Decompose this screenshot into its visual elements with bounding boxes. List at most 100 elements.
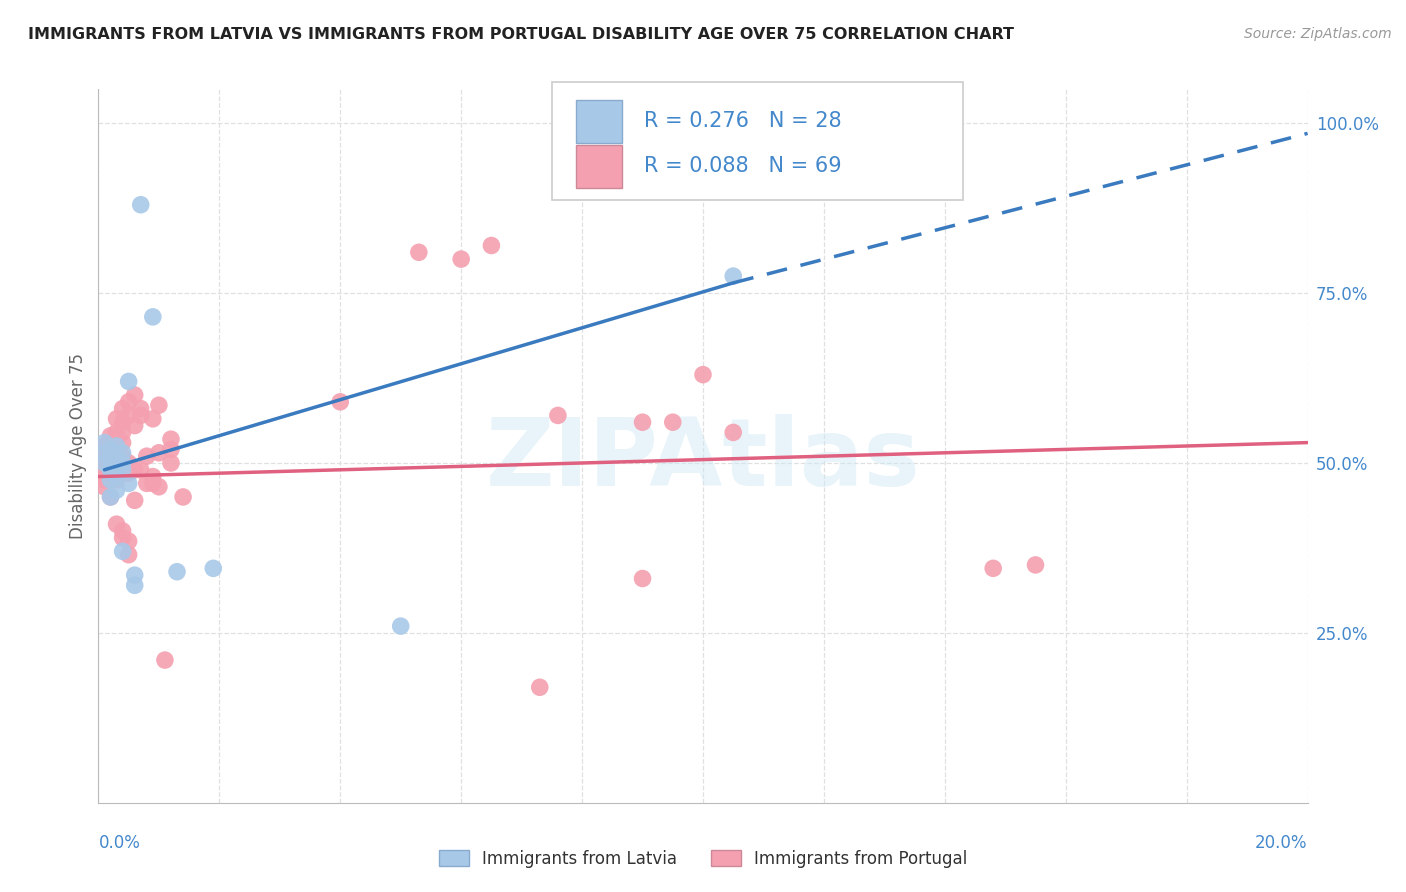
Y-axis label: Disability Age Over 75: Disability Age Over 75 [69, 353, 87, 539]
Point [111, 544, 134, 558]
Point [124, 578, 146, 592]
Point [111, 415, 134, 429]
Point [100, 456, 122, 470]
Point [118, 375, 141, 389]
Point [547, 409, 569, 423]
Point [105, 456, 128, 470]
Point [450, 252, 472, 266]
Point [481, 238, 503, 252]
Point [124, 493, 146, 508]
Point [723, 425, 745, 440]
Point [100, 463, 122, 477]
Point [93, 435, 115, 450]
Point [105, 412, 128, 426]
Point [118, 476, 141, 491]
Point [142, 476, 165, 491]
Point [111, 463, 134, 477]
Point [93, 456, 115, 470]
Point [129, 409, 152, 423]
Point [105, 449, 128, 463]
FancyBboxPatch shape [553, 82, 963, 200]
Point [100, 439, 122, 453]
Text: ZIPAtlas: ZIPAtlas [485, 414, 921, 507]
Point [100, 429, 122, 443]
Point [118, 548, 141, 562]
Point [1024, 558, 1046, 572]
Point [124, 388, 146, 402]
Point [135, 449, 157, 463]
Point [142, 412, 165, 426]
Point [118, 409, 141, 423]
Point [105, 473, 128, 487]
Point [100, 452, 122, 467]
Point [981, 561, 1004, 575]
Point [100, 490, 122, 504]
Point [111, 401, 134, 416]
Point [105, 432, 128, 446]
Point [135, 476, 157, 491]
Text: 0.0%: 0.0% [98, 834, 141, 852]
Point [100, 469, 122, 483]
Point [529, 680, 551, 694]
Point [172, 490, 194, 504]
Point [129, 198, 152, 212]
Point [124, 568, 146, 582]
Point [111, 435, 134, 450]
Point [100, 442, 122, 457]
Point [105, 449, 128, 463]
FancyBboxPatch shape [576, 145, 621, 187]
Point [111, 456, 134, 470]
Point [93, 452, 115, 467]
Point [166, 565, 188, 579]
Point [662, 415, 685, 429]
Point [100, 449, 122, 463]
Point [160, 456, 183, 470]
Point [100, 463, 122, 477]
Point [124, 418, 146, 433]
Point [111, 425, 134, 440]
Point [93, 446, 115, 460]
Point [100, 490, 122, 504]
Point [118, 534, 141, 549]
Point [111, 524, 134, 538]
Point [142, 310, 165, 324]
Point [105, 442, 128, 457]
FancyBboxPatch shape [576, 100, 621, 143]
Point [100, 449, 122, 463]
Point [631, 572, 654, 586]
Point [129, 401, 152, 416]
Text: Source: ZipAtlas.com: Source: ZipAtlas.com [1244, 27, 1392, 41]
Point [93, 466, 115, 480]
Point [408, 245, 430, 260]
Point [329, 394, 352, 409]
Point [105, 469, 128, 483]
Point [105, 439, 128, 453]
Text: IMMIGRANTS FROM LATVIA VS IMMIGRANTS FROM PORTUGAL DISABILITY AGE OVER 75 CORREL: IMMIGRANTS FROM LATVIA VS IMMIGRANTS FRO… [28, 27, 1014, 42]
Point [153, 653, 176, 667]
Point [105, 456, 128, 470]
Legend: Immigrants from Latvia, Immigrants from Portugal: Immigrants from Latvia, Immigrants from … [432, 844, 974, 875]
Point [118, 466, 141, 480]
Point [100, 446, 122, 460]
Point [124, 463, 146, 477]
Point [148, 398, 170, 412]
Point [93, 439, 115, 453]
Point [148, 446, 170, 460]
Point [148, 480, 170, 494]
Point [105, 517, 128, 532]
Point [93, 459, 115, 474]
Point [118, 394, 141, 409]
Point [111, 446, 134, 460]
Text: R = 0.088   N = 69: R = 0.088 N = 69 [644, 156, 841, 177]
Point [160, 442, 183, 457]
Point [631, 415, 654, 429]
Point [692, 368, 714, 382]
Point [93, 446, 115, 460]
Point [105, 483, 128, 498]
Point [111, 531, 134, 545]
Point [111, 449, 134, 463]
Point [93, 473, 115, 487]
Point [118, 456, 141, 470]
Text: 20.0%: 20.0% [1256, 834, 1308, 852]
Point [389, 619, 412, 633]
